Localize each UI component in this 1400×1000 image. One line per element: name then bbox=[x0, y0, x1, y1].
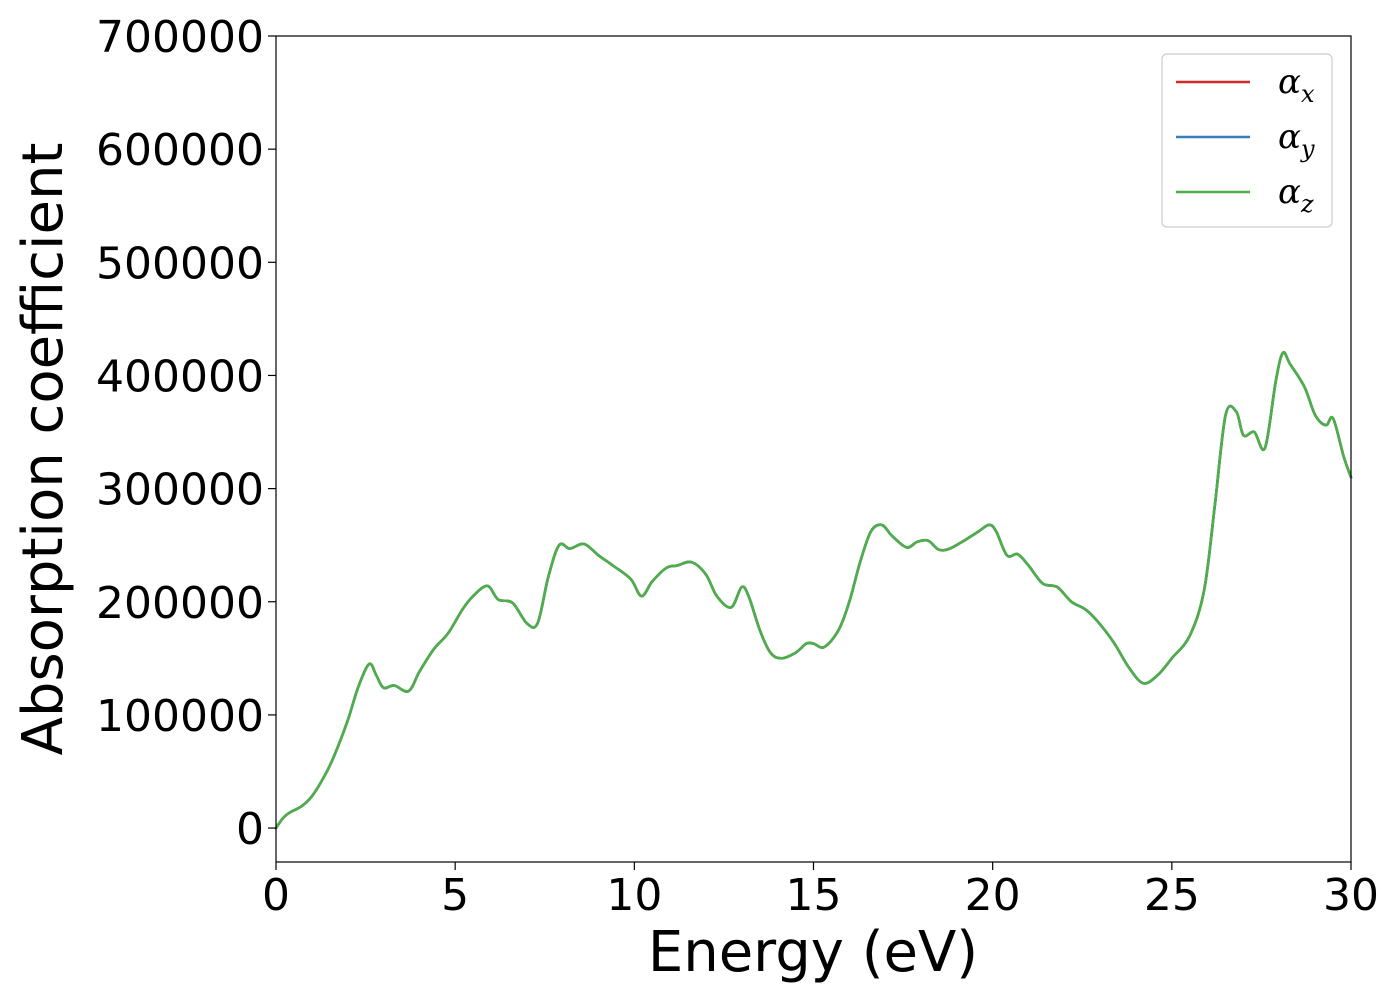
series-line-z bbox=[274, 350, 1353, 830]
y-tick-label: 500000 bbox=[96, 238, 264, 289]
legend-label-y: αy bbox=[1278, 117, 1315, 163]
y-tick-label: 0 bbox=[236, 804, 264, 855]
x-tick-label: 15 bbox=[786, 870, 842, 921]
y-tick-label: 700000 bbox=[96, 12, 264, 63]
x-tick-label: 30 bbox=[1323, 870, 1379, 921]
x-axis-title: Energy (eV) bbox=[648, 920, 978, 985]
x-axis: 0 5 10 15 20 25 30 bbox=[262, 862, 1379, 921]
y-tick-label: 600000 bbox=[96, 125, 264, 176]
series-layer bbox=[274, 350, 1353, 830]
y-tick-label: 300000 bbox=[96, 465, 264, 516]
x-tick-label: 20 bbox=[965, 870, 1021, 921]
x-tick-label: 0 bbox=[262, 870, 290, 921]
y-axis: 0 100000 200000 300000 400000 500000 600000 700… bbox=[96, 12, 276, 855]
y-tick-label: 400000 bbox=[96, 351, 264, 402]
y-axis-title: Absorption coefficient bbox=[11, 143, 76, 756]
legend: αx αy αz bbox=[1161, 53, 1333, 228]
legend-label-z: αz bbox=[1278, 172, 1314, 218]
legend-label-x: αx bbox=[1278, 62, 1315, 108]
y-tick-label: 100000 bbox=[96, 691, 264, 742]
x-tick-label: 25 bbox=[1144, 870, 1200, 921]
x-tick-label: 10 bbox=[606, 870, 662, 921]
legend-box bbox=[1161, 53, 1333, 228]
x-tick-label: 5 bbox=[441, 870, 469, 921]
y-tick-label: 200000 bbox=[96, 578, 264, 629]
